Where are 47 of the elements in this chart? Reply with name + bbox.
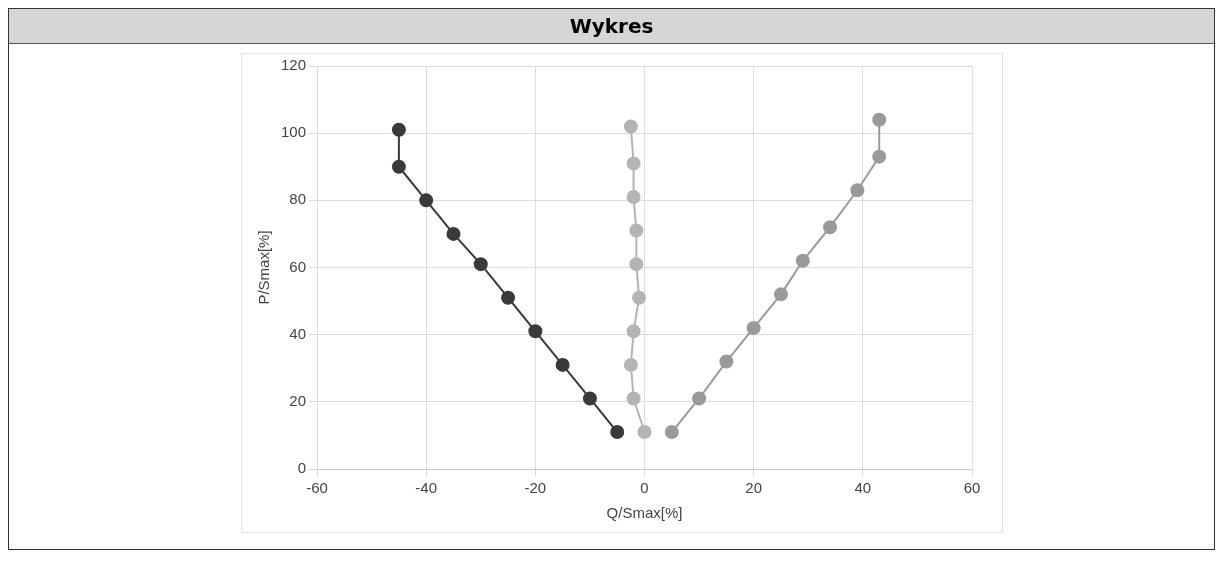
y-tick-label: 40 — [289, 324, 307, 342]
point — [664, 425, 679, 440]
x-tick-label: -60 — [306, 479, 328, 497]
point — [501, 290, 516, 305]
chart-title: Wykres — [9, 9, 1214, 44]
point — [626, 156, 641, 171]
x-tick-label: 60 — [963, 479, 981, 497]
point — [632, 290, 647, 305]
x-tick-label: 0 — [640, 479, 649, 497]
point — [610, 425, 625, 440]
x-tick-label: -40 — [415, 479, 438, 497]
point — [823, 220, 838, 235]
y-tick-label: 20 — [289, 391, 307, 409]
point — [795, 253, 810, 268]
point — [528, 324, 543, 339]
point — [872, 149, 887, 164]
point — [629, 223, 644, 238]
point — [719, 354, 734, 369]
point — [626, 189, 641, 204]
point — [391, 122, 406, 137]
y-tick-label: 60 — [289, 257, 307, 275]
y-tick-label: 0 — [297, 459, 307, 477]
point — [555, 357, 570, 372]
point — [637, 425, 652, 440]
point — [629, 257, 644, 272]
x-tick-label: -20 — [524, 479, 547, 497]
y-tick-label: 100 — [281, 123, 307, 141]
point — [746, 320, 761, 335]
point — [391, 159, 406, 174]
point — [623, 119, 638, 134]
point — [850, 183, 865, 198]
point — [473, 257, 488, 272]
point — [419, 193, 434, 208]
y-axis-title: P/Smax[%] — [255, 230, 273, 305]
point — [626, 324, 641, 339]
point — [773, 287, 788, 302]
point — [872, 112, 887, 127]
x-tick-label: 40 — [854, 479, 872, 497]
point — [626, 391, 641, 406]
point — [582, 391, 597, 406]
point — [623, 357, 638, 372]
point — [692, 391, 707, 406]
point — [446, 226, 461, 241]
x-tick-label: 20 — [745, 479, 763, 497]
x-axis-title: Q/Smax[%] — [606, 504, 683, 522]
y-tick-label: 120 — [281, 56, 307, 74]
y-tick-label: 80 — [289, 190, 307, 208]
